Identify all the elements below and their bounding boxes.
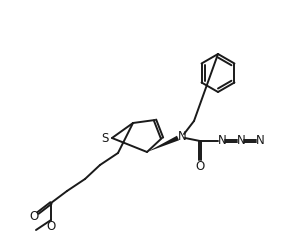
Text: O: O	[46, 221, 56, 234]
Polygon shape	[147, 136, 179, 152]
Text: S: S	[101, 132, 109, 144]
Text: N: N	[237, 134, 245, 148]
Text: N: N	[218, 134, 226, 148]
Text: O: O	[29, 210, 38, 223]
Text: O: O	[195, 161, 205, 173]
Text: N: N	[256, 134, 264, 148]
Text: N: N	[178, 131, 186, 143]
